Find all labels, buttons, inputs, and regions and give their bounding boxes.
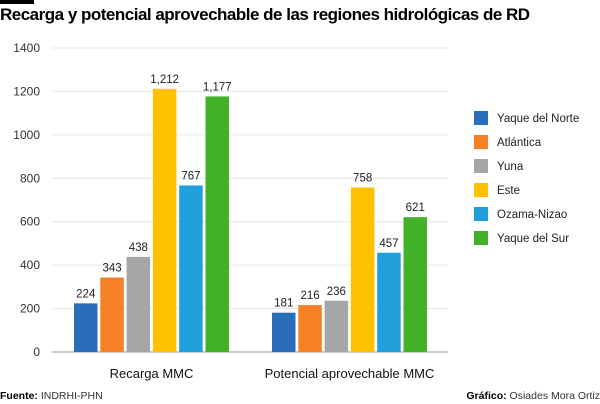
legend-item: Este [474,183,520,197]
legend-item: Yaque del Sur [474,231,569,245]
data-label: 438 [129,242,148,254]
legend-item: Yuna [474,159,524,173]
bar [126,256,151,352]
credit-note: Gráfico: Osiades Mora Ortiz [466,390,600,402]
legend-label: Yuna [497,161,524,173]
x-category-label: Potencial aprovechable MMC [265,366,435,381]
legend-swatch [474,207,488,221]
data-label: 343 [102,263,121,275]
bar [298,305,322,352]
bar [152,88,177,352]
legend-swatch [474,183,488,197]
legend-label: Yaque del Norte [497,113,579,125]
y-tick-label: 400 [20,258,40,272]
legend-swatch [474,159,488,173]
bar [377,252,401,352]
data-label: 1,212 [150,74,179,86]
legend-label: Ozama-Nizao [497,209,567,221]
legend-label: Este [497,185,520,197]
data-label: 181 [274,298,293,310]
y-tick-label: 800 [20,171,40,185]
bar [74,303,98,352]
legend-item: Ozama-Nizao [474,207,567,221]
y-tick-label: 1400 [13,41,40,55]
bar [179,185,203,352]
bar [350,187,375,352]
y-tick-label: 600 [20,215,40,229]
bar [403,217,427,352]
y-tick-label: 200 [20,302,40,316]
x-category-label: Recarga MMC [110,366,194,381]
legend-item: Yaque del Norte [474,111,579,125]
legend-item: Atlántica [474,135,542,149]
legend-label: Atlántica [497,137,542,149]
source-note: Fuente: INDRHI-PHN [0,390,103,402]
legend-swatch [474,135,488,149]
data-label: 767 [181,170,200,182]
data-label: 1,177 [203,81,232,93]
data-label: 236 [327,286,346,298]
y-tick-label: 1000 [13,128,40,142]
data-label: 216 [300,290,319,302]
title-accent-bar [0,0,34,4]
bar [272,312,296,352]
data-label: 457 [379,238,398,250]
bar [324,300,349,352]
bar [100,277,124,352]
bar [205,96,229,353]
legend-swatch [474,111,488,125]
y-tick-label: 0 [33,345,40,359]
legend-label: Yaque del Sur [497,233,569,245]
data-label: 758 [353,172,372,184]
legend-swatch [474,231,488,245]
chart-title: Recarga y potencial aprovechable de las … [0,5,530,24]
data-label: 224 [76,288,96,300]
data-label: 621 [406,202,425,214]
y-tick-label: 1200 [13,84,40,98]
